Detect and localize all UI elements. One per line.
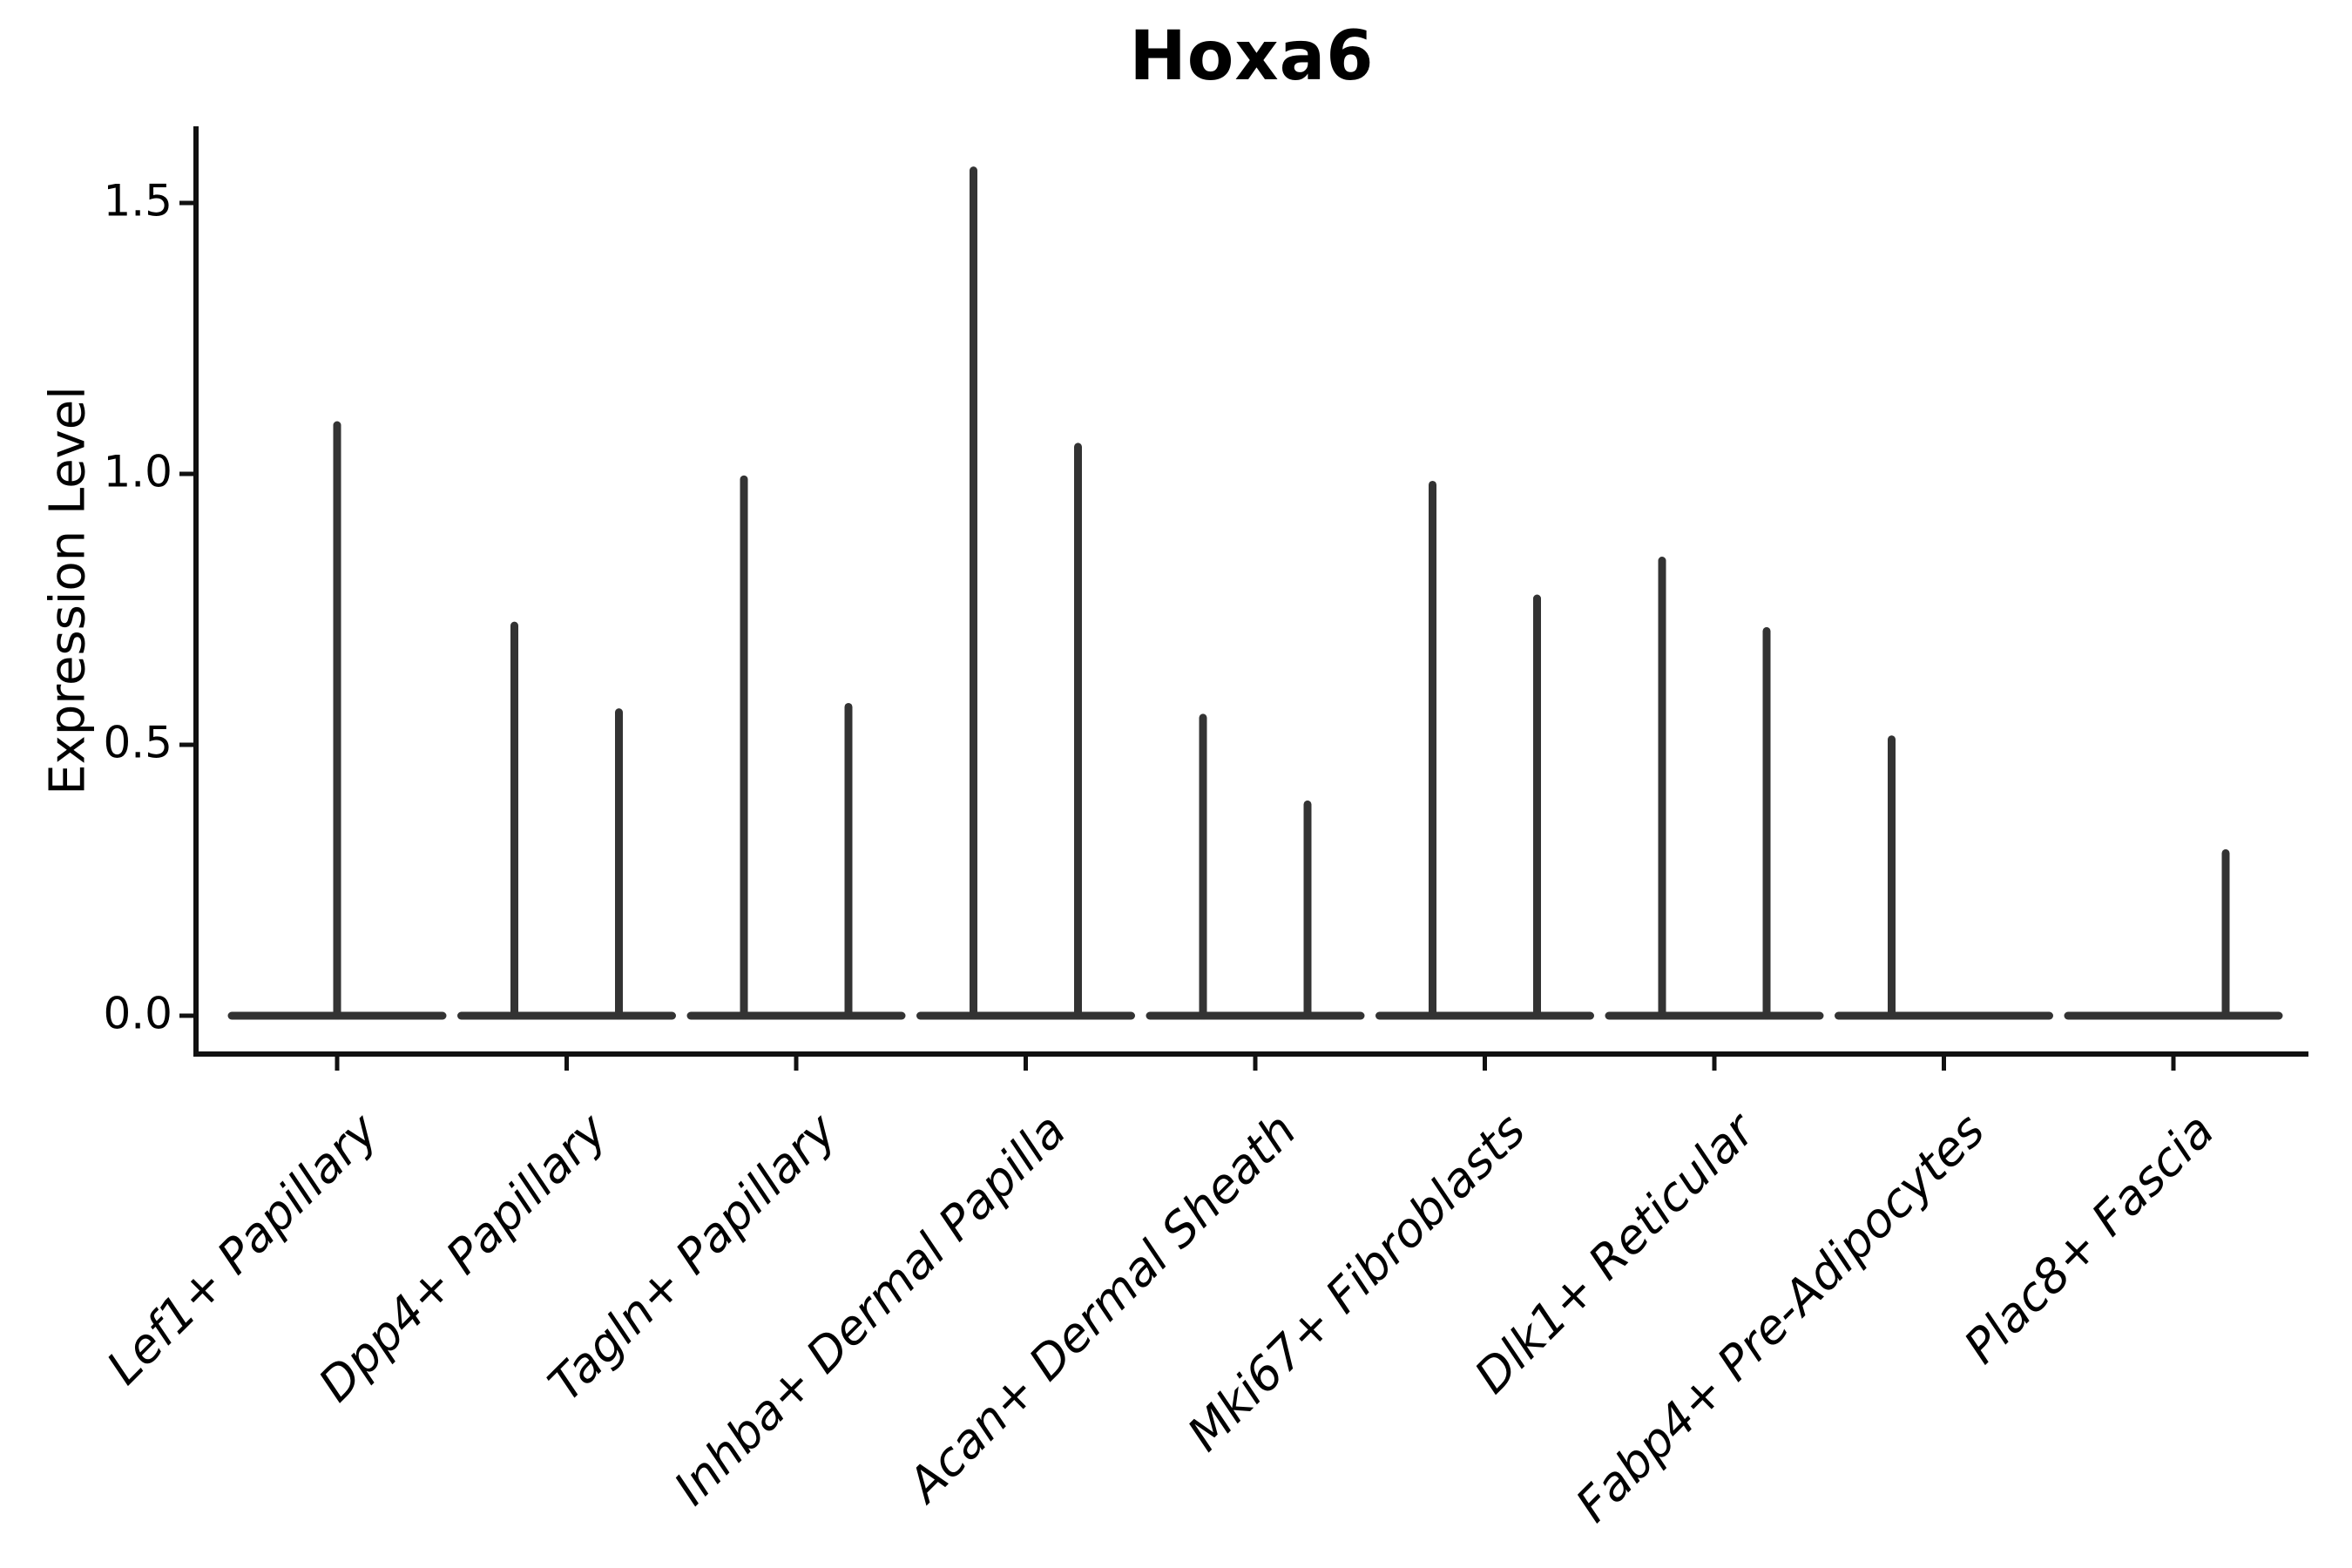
- y-tick-label: 1.5: [103, 175, 172, 226]
- y-tick-label: 1.0: [103, 446, 172, 497]
- chart-title: Hoxa6: [1129, 17, 1375, 96]
- y-tick-label: 0.0: [103, 988, 172, 1039]
- y-axis-label: Expression Level: [39, 386, 97, 795]
- y-tick-label: 0.5: [103, 717, 172, 768]
